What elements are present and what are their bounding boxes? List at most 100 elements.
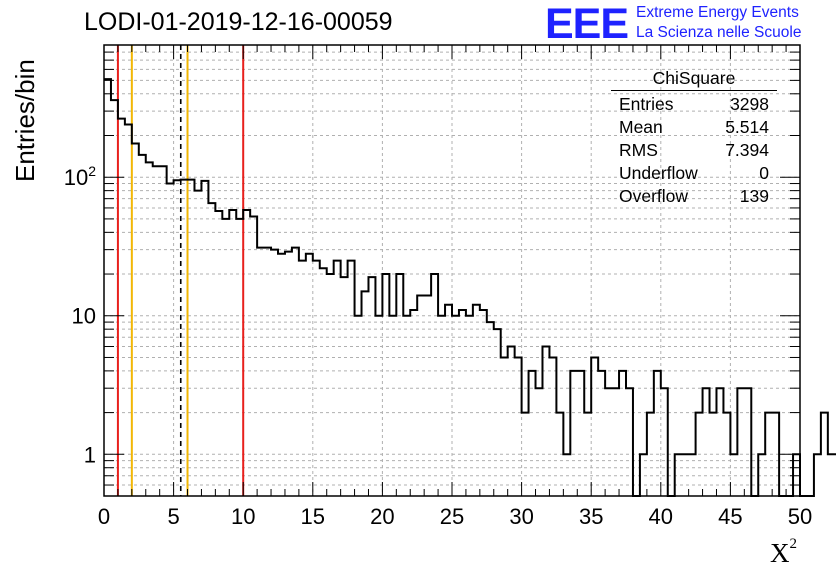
histogram-bin [536, 388, 543, 496]
histogram-bin [814, 454, 821, 496]
histogram-bin [139, 155, 146, 496]
histogram-bin [389, 316, 396, 496]
histogram-bin [828, 454, 835, 496]
histogram-bin [542, 346, 549, 496]
histogram-bin [744, 388, 751, 496]
histogram-bin [515, 357, 522, 496]
histogram-bin [327, 274, 334, 496]
stats-value: 5.514 [725, 117, 769, 137]
stats-label: Underflow [619, 163, 698, 183]
histogram-bin [716, 388, 723, 496]
histogram-bin [501, 357, 508, 496]
stats-value: 0 [759, 163, 769, 183]
histogram-bin [306, 254, 313, 496]
histogram-bin [424, 296, 431, 496]
histogram-bin [118, 119, 125, 496]
logo-line-1: Extreme Energy Events [636, 4, 799, 21]
histogram-bin [703, 388, 710, 496]
x-tick-label: 30 [509, 504, 533, 529]
histogram-bin [654, 371, 661, 496]
histogram-bin [160, 166, 167, 496]
logo-line-2: La Scienza nelle Scuole [636, 24, 802, 41]
histogram-bin [167, 184, 174, 496]
histogram-bin [487, 322, 494, 496]
histogram-bin [111, 100, 118, 496]
stats-title: ChiSquare [611, 68, 777, 91]
chart-title: LODI-01-2019-12-16-00059 [84, 8, 393, 36]
stats-label: Overflow [619, 186, 689, 206]
stats-row-overflow: Overflow 139 [611, 185, 777, 208]
histogram-bin [194, 191, 201, 496]
histogram-bin [396, 274, 403, 496]
stats-label: Mean [619, 117, 663, 137]
stats-label: Entries [619, 94, 674, 114]
y-tick-label: 10 [72, 304, 96, 329]
histogram-bin [508, 346, 515, 496]
stats-row-entries: Entries 3298 [611, 93, 777, 116]
stats-label: RMS [619, 140, 658, 160]
histogram-bin [591, 357, 598, 496]
stats-box: ChiSquare Entries 3298 Mean 5.514 RMS 7.… [611, 68, 777, 208]
stats-row-underflow: Underflow 0 [611, 162, 777, 185]
x-tick-label: 20 [370, 504, 394, 529]
x-axis-label: Χ2 [770, 536, 797, 568]
histogram-bin [612, 388, 619, 496]
histogram-bin [598, 371, 605, 496]
x-tick-label: 25 [440, 504, 464, 529]
histogram-bin [368, 277, 375, 496]
eee-logo: EEE [545, 0, 629, 48]
histogram-bin [181, 180, 188, 496]
stats-value: 139 [739, 186, 769, 206]
histogram-bin [382, 274, 389, 496]
histogram-bin [153, 166, 160, 496]
stats-value: 3298 [730, 94, 769, 114]
histogram-bin [257, 248, 264, 496]
histogram-bin [125, 125, 132, 496]
histogram-bin [661, 388, 668, 496]
histogram-bin [264, 248, 271, 496]
histogram-bin [208, 203, 215, 496]
histogram-bin [132, 144, 139, 496]
histogram-bin [529, 371, 536, 496]
histogram-bin [201, 181, 208, 496]
x-tick-label: 0 [98, 504, 110, 529]
histogram-bin [292, 248, 299, 496]
x-tick-label: 35 [579, 504, 603, 529]
histogram-bin [452, 316, 459, 496]
histogram-bin [466, 316, 473, 496]
histogram-bin [417, 296, 424, 496]
histogram-bin [188, 180, 195, 496]
histogram-bin [174, 180, 181, 496]
histogram-line [104, 78, 836, 497]
x-tick-label: 40 [649, 504, 673, 529]
x-tick-label: 45 [718, 504, 742, 529]
histogram-bin [355, 316, 362, 496]
histogram-bin [229, 210, 236, 496]
x-tick-label: 50 [788, 504, 812, 529]
histogram-bin [341, 277, 348, 496]
histogram-bin [271, 250, 278, 496]
x-tick-label: 5 [167, 504, 179, 529]
histogram-bin [320, 268, 327, 496]
histogram-bin [403, 316, 410, 496]
stats-value: 7.394 [725, 140, 769, 160]
y-axis-label: Entries/bin [10, 59, 40, 182]
stats-row-rms: RMS 7.394 [611, 139, 777, 162]
histogram-bin [577, 371, 584, 496]
x-tick-label: 10 [231, 504, 255, 529]
histogram-bin [375, 316, 382, 496]
histogram-bin [104, 79, 111, 496]
histogram-bin [737, 388, 744, 496]
histogram-bin [215, 211, 222, 496]
y-tick-label: 102 [64, 163, 96, 190]
histogram-bin [821, 413, 828, 496]
histogram-bin [605, 388, 612, 496]
histogram-bin [626, 388, 633, 496]
histogram-bin [278, 254, 285, 496]
histogram-bin [431, 274, 438, 496]
stats-row-mean: Mean 5.514 [611, 116, 777, 139]
histogram-bin [438, 316, 445, 496]
histogram-bin [570, 371, 577, 496]
histogram-bin [285, 252, 292, 496]
